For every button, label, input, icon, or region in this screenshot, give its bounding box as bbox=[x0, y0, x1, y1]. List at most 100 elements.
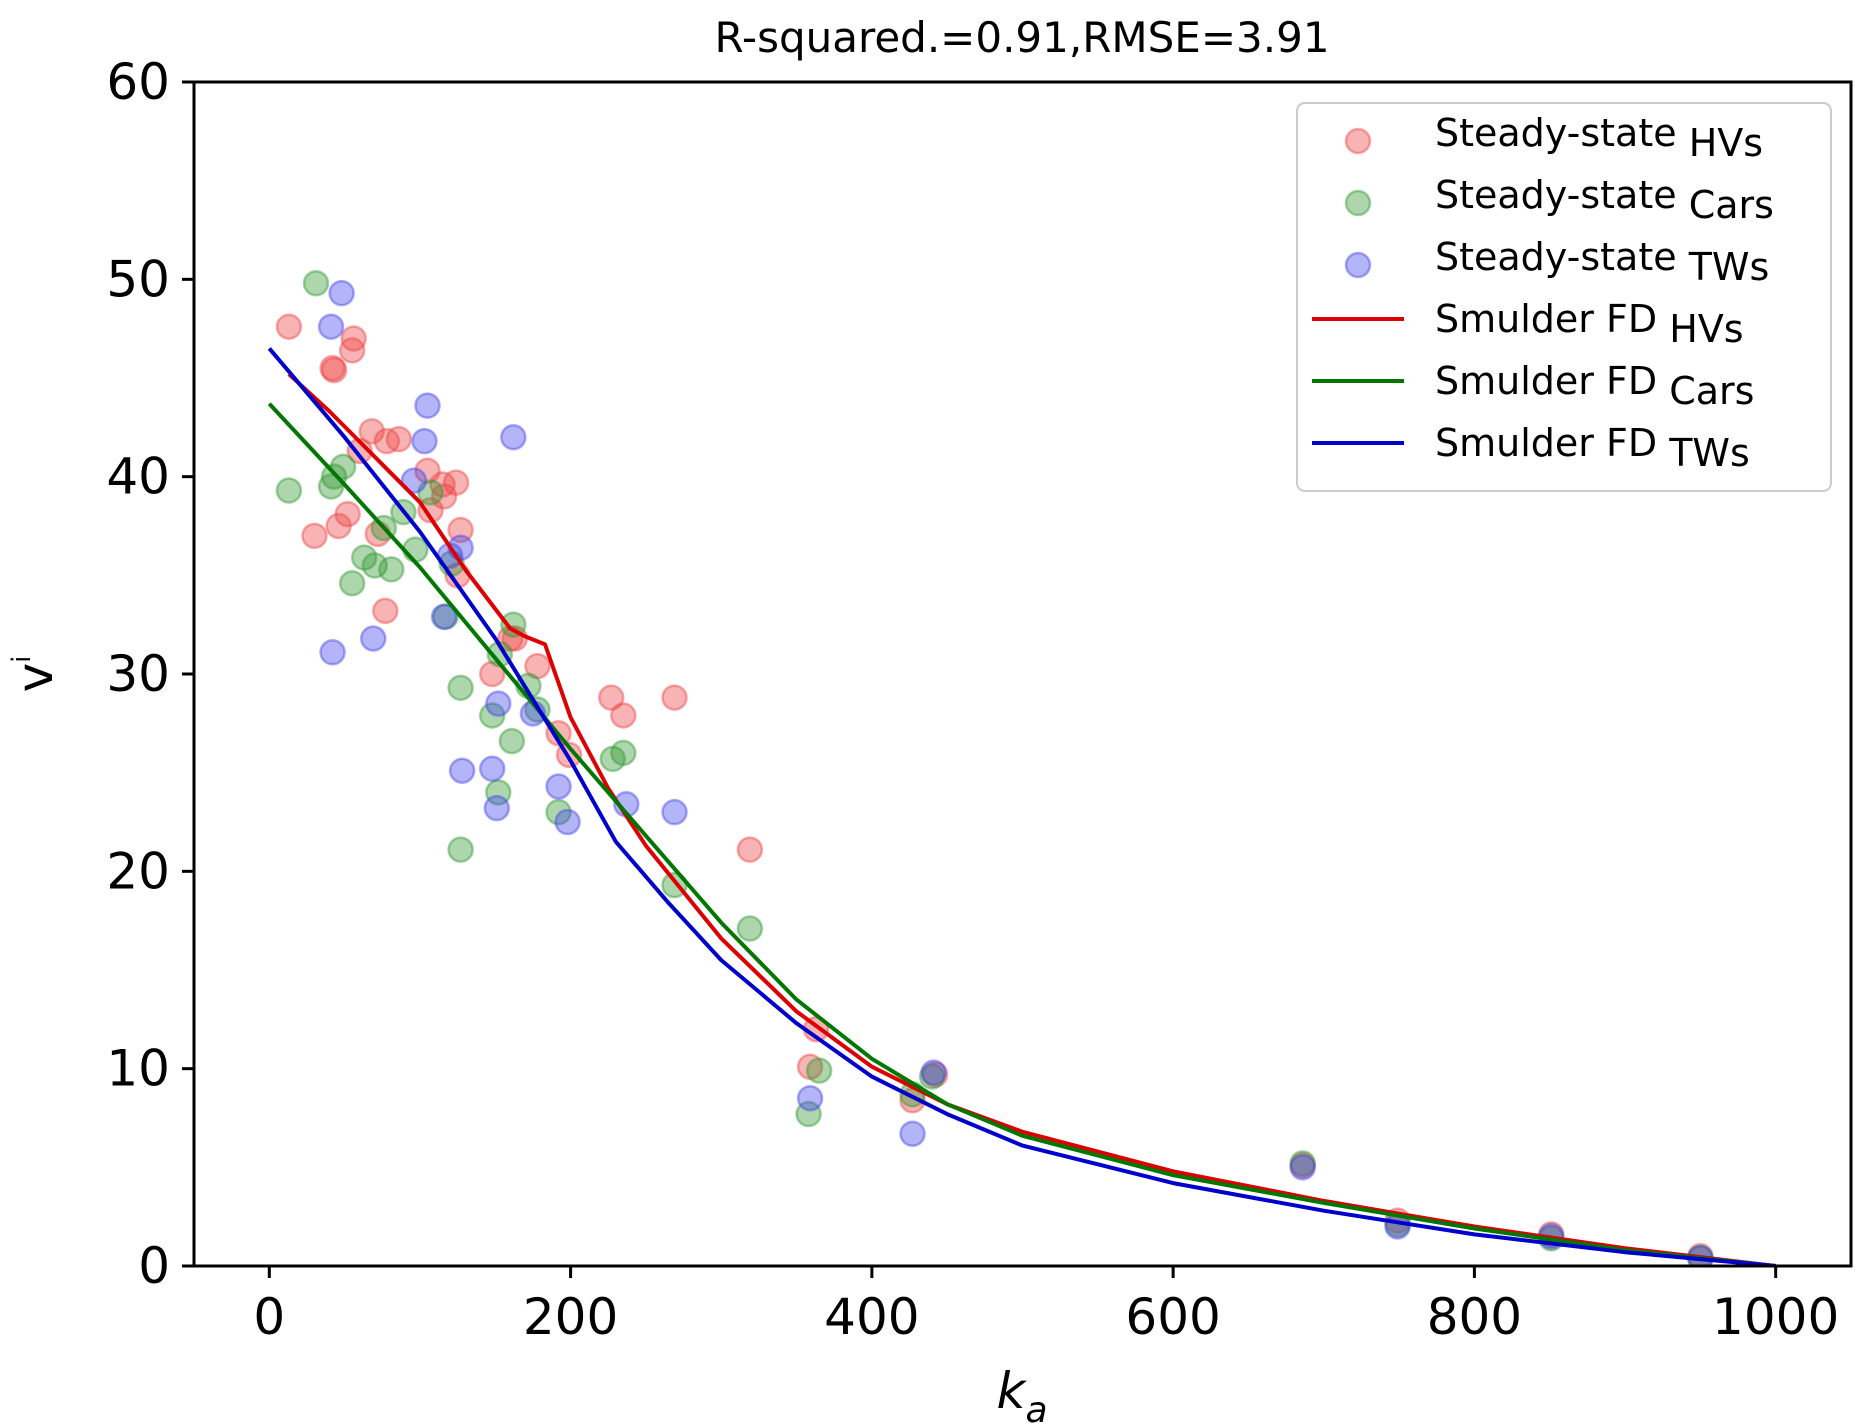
scatter-point-hvs bbox=[921, 1061, 949, 1088]
scatter-point-tws bbox=[483, 794, 511, 822]
y-tick-label: 60 bbox=[106, 53, 170, 111]
scatter-point-tws bbox=[661, 798, 688, 826]
x-tick-label: 200 bbox=[523, 1288, 618, 1346]
scatter-point-tws bbox=[360, 625, 387, 652]
y-tick-label: 10 bbox=[106, 1040, 170, 1098]
scatter-point-cars bbox=[417, 479, 444, 506]
scatter-point-tws bbox=[411, 427, 438, 455]
x-tick-label: 600 bbox=[1125, 1288, 1220, 1346]
x-axis-label-sub: a bbox=[1025, 1390, 1047, 1425]
x-axis-label: ka bbox=[996, 1362, 1047, 1425]
x-tick-label: 400 bbox=[824, 1288, 919, 1346]
scatter-point-hvs bbox=[447, 516, 474, 544]
scatter-point-cars bbox=[350, 544, 378, 571]
scatter-point-cars bbox=[736, 915, 764, 942]
scatter-point-cars bbox=[1289, 1150, 1316, 1177]
chart-title: R-squared.=0.91,RMSE=3.91 bbox=[714, 13, 1329, 62]
scatter-point-hvs bbox=[334, 500, 361, 528]
y-axis: 0 10 20 30 40 50 60 bbox=[106, 53, 194, 1295]
scatter-point-hvs bbox=[340, 325, 367, 352]
scatter-point-cars bbox=[545, 798, 572, 826]
scatter-point-tws bbox=[485, 690, 512, 717]
scatter-point-hvs bbox=[372, 597, 399, 625]
legend-marker-steady-cars bbox=[1344, 189, 1372, 217]
legend-label: Smulder FD HVs bbox=[1435, 297, 1744, 351]
scatter-point-hvs bbox=[736, 836, 764, 863]
scatter-point-tws bbox=[328, 279, 355, 307]
scatter-point-hvs bbox=[338, 337, 366, 364]
legend-label: Smulder FD Cars bbox=[1435, 359, 1754, 413]
scatter-point-cars bbox=[500, 611, 527, 638]
legend-label: Steady-state HVs bbox=[1435, 111, 1763, 165]
scatter-point-cars bbox=[378, 556, 405, 583]
legend-box bbox=[1296, 102, 1832, 492]
scatter-point-hvs bbox=[479, 660, 506, 688]
scatter-point-cars bbox=[479, 702, 506, 729]
scatter-point-hvs bbox=[275, 313, 303, 340]
scatter-point-cars bbox=[485, 779, 512, 806]
fd-line-cars bbox=[267, 402, 1776, 1266]
scatter-point-tws bbox=[500, 423, 527, 451]
scatter-point-cars bbox=[432, 603, 459, 631]
scatter-point-hvs bbox=[325, 512, 352, 540]
fd-line-hvs bbox=[287, 372, 1776, 1266]
scatter-point-cars bbox=[599, 745, 627, 773]
scatter-point-hvs bbox=[301, 522, 328, 550]
scatter-point-cars bbox=[795, 1100, 822, 1128]
y-axis-label-sup: i bbox=[7, 656, 37, 663]
y-tick-label: 50 bbox=[106, 250, 170, 308]
scatter-point-tws bbox=[317, 313, 345, 340]
x-tick-label: 800 bbox=[1427, 1288, 1522, 1346]
scatter-point-hvs bbox=[414, 457, 441, 484]
scatter-point-hvs bbox=[319, 354, 346, 382]
scatter-point-hvs bbox=[661, 684, 688, 711]
scatter-point-cars bbox=[329, 453, 357, 481]
legend-marker-steady-tws bbox=[1344, 251, 1372, 279]
scatter-point-hvs bbox=[358, 418, 386, 445]
scatter-point-hvs bbox=[385, 425, 413, 453]
x-tick-label: 1000 bbox=[1712, 1288, 1839, 1346]
scatter-point-tws bbox=[1289, 1154, 1316, 1181]
scatter-point-hvs bbox=[524, 652, 551, 680]
x-axis: 0 200 400 600 800 1000 bbox=[253, 1266, 1839, 1346]
fd-line-tws bbox=[267, 347, 1776, 1266]
legend-marker-steady-hvs bbox=[1344, 127, 1372, 155]
scatter-point-hvs bbox=[442, 469, 470, 496]
scatter-point-cars bbox=[918, 1063, 946, 1090]
scatter-point-cars bbox=[317, 473, 345, 500]
scatter-point-cars bbox=[338, 569, 366, 597]
scatter-point-tws bbox=[319, 639, 346, 666]
scatter-point-cars bbox=[447, 674, 474, 702]
y-tick-label: 0 bbox=[138, 1237, 170, 1295]
y-tick-label: 30 bbox=[106, 645, 170, 703]
scatter-point-hvs bbox=[796, 1053, 824, 1080]
scatter-point-tws bbox=[430, 603, 458, 631]
scatter-point-cars bbox=[275, 477, 303, 504]
scatter-point-cars bbox=[610, 739, 637, 767]
scatter-point-hvs bbox=[429, 471, 456, 498]
scatter-point-cars bbox=[805, 1057, 833, 1084]
legend-label: Smulder FD TWs bbox=[1435, 421, 1750, 475]
scatter-point-hvs bbox=[598, 684, 625, 711]
scatter-point-tws bbox=[554, 808, 581, 836]
scatter-point-cars bbox=[402, 536, 429, 563]
legend: Steady-state HVs Steady-state Cars Steady-… bbox=[1296, 102, 1832, 492]
scatter-point-hvs bbox=[417, 496, 444, 524]
scatter-point-tws bbox=[448, 757, 476, 784]
scatter-point-hvs bbox=[610, 702, 637, 729]
y-tick-label: 40 bbox=[106, 448, 170, 506]
y-axis-label: vi bbox=[6, 656, 64, 693]
scatter-point-hvs bbox=[430, 483, 458, 510]
scatter-point-hvs bbox=[320, 356, 348, 384]
scatter-point-tws bbox=[479, 755, 506, 782]
scatter-point-cars bbox=[447, 836, 474, 863]
y-tick-label: 20 bbox=[106, 842, 170, 900]
x-tick-label: 0 bbox=[253, 1288, 285, 1346]
scatter-point-tws bbox=[400, 467, 428, 494]
scatter-point-cars bbox=[498, 727, 526, 755]
scatter-point-hvs bbox=[1289, 1152, 1316, 1179]
scatter-point-tws bbox=[899, 1120, 926, 1148]
scatter-point-tws bbox=[920, 1059, 947, 1086]
line-layer bbox=[267, 347, 1776, 1266]
